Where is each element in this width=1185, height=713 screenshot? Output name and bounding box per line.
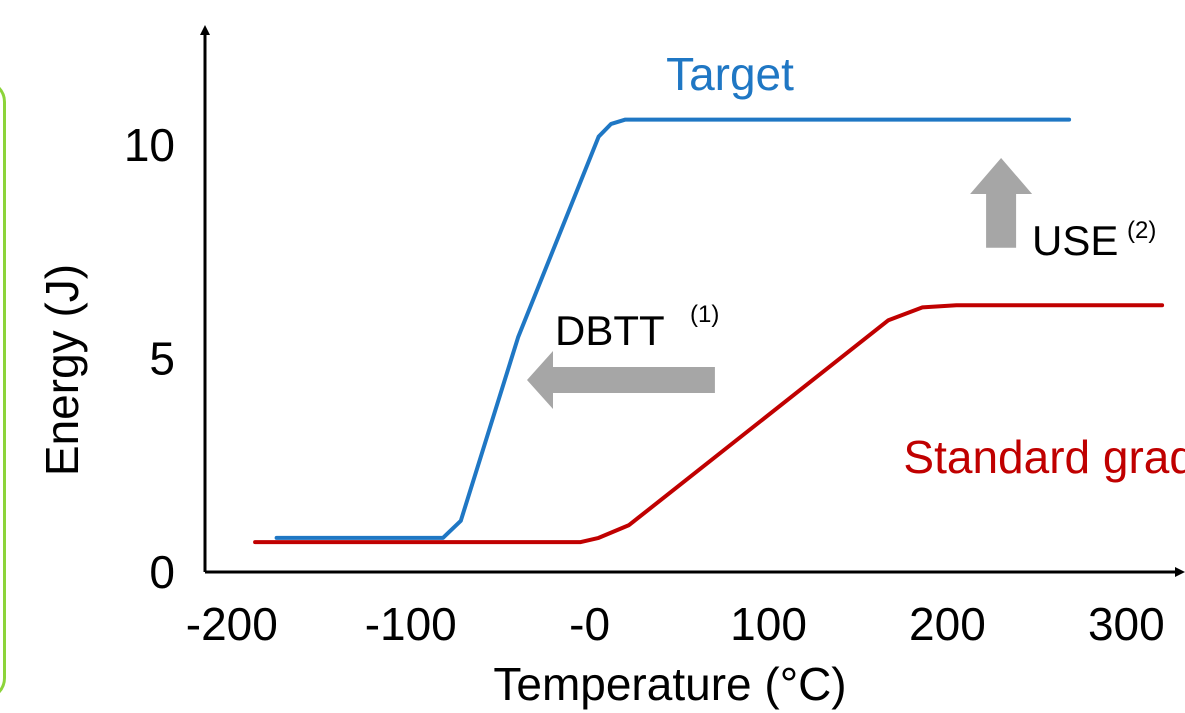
x-tick-label: 300 xyxy=(1088,598,1165,650)
use-footnote: (2) xyxy=(1127,217,1156,244)
use-arrow xyxy=(970,158,1033,248)
series-line-standard-grade xyxy=(253,303,1165,545)
dbtt-label: DBTT xyxy=(555,307,665,354)
y-tick-label: 10 xyxy=(124,119,175,171)
use-label: USE xyxy=(1032,217,1118,264)
series-lines xyxy=(253,117,1165,545)
dbtt-footnote: (1) xyxy=(690,301,719,328)
series-line-target xyxy=(274,117,1072,540)
series-label-standard-grade: Standard grade xyxy=(903,431,1185,483)
x-tick-label: -200 xyxy=(186,598,278,650)
x-tick-label: -100 xyxy=(365,598,457,650)
y-tick-label: 0 xyxy=(149,546,175,598)
x-axis-title: Temperature (°C) xyxy=(493,658,846,710)
x-tick-label: 100 xyxy=(730,598,807,650)
x-tick-label: -0 xyxy=(569,598,610,650)
dbtt-arrow xyxy=(527,351,715,409)
x-tick-label: 200 xyxy=(909,598,986,650)
x-tick-labels: -200 -100 -0 100 200 300 xyxy=(186,598,1165,650)
annotations: DBTT (1) USE (2) xyxy=(527,158,1156,409)
y-tick-labels: 0 5 10 xyxy=(124,119,175,598)
y-axis-title: Energy (J) xyxy=(36,264,88,476)
series-label-target: Target xyxy=(666,48,794,100)
y-tick-label: 5 xyxy=(149,333,175,385)
